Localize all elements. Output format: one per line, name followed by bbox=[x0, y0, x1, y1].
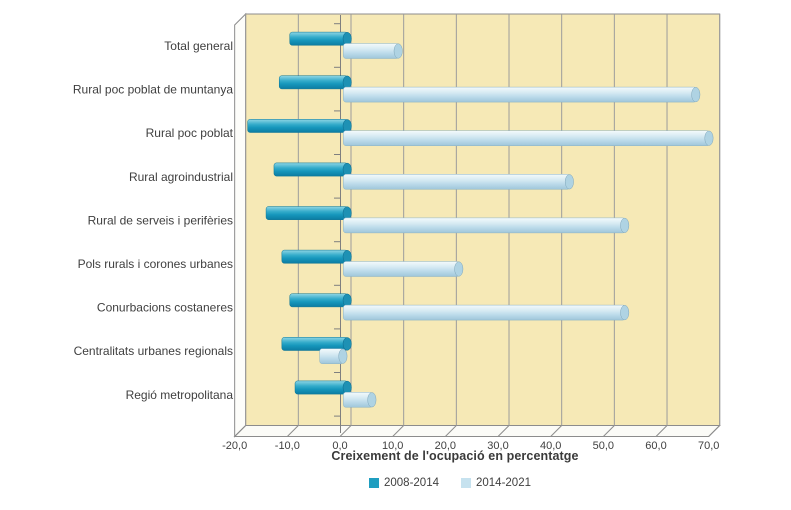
category-label: Total general bbox=[164, 39, 233, 53]
x-axis-tick bbox=[286, 425, 299, 437]
x-tick-label: 10,0 bbox=[382, 440, 403, 452]
category-label: Rural agroindustrial bbox=[129, 170, 233, 184]
bar-2008-2014-row1 bbox=[289, 31, 348, 46]
bar-end-cap bbox=[454, 261, 464, 277]
bar-2008-2014-row2 bbox=[278, 75, 348, 90]
bar-end-cap bbox=[342, 32, 352, 46]
bar-end-cap bbox=[342, 75, 352, 89]
floor bbox=[233, 425, 721, 437]
bar-end-cap bbox=[342, 293, 352, 307]
category-label: Pols rurals i corones urbanes bbox=[78, 257, 233, 271]
x-axis-tick bbox=[602, 425, 615, 437]
x-tick-label: -20,0 bbox=[222, 440, 247, 452]
legend-label-series1: 2008-2014 bbox=[384, 477, 439, 489]
bar-end-cap bbox=[367, 392, 377, 408]
bar-end-cap bbox=[342, 250, 352, 264]
x-axis-tick bbox=[444, 425, 457, 437]
legend-swatch-series2 bbox=[461, 478, 471, 488]
legend-item: 2014-2021 bbox=[461, 477, 531, 489]
bar-2014-2021-row1 bbox=[343, 43, 399, 59]
category-label: Conurbacions costaneres bbox=[97, 301, 233, 315]
x-tick-label: 50,0 bbox=[593, 440, 614, 452]
category-label: Rural poc poblat de muntanya bbox=[73, 83, 233, 97]
legend-label-series2: 2014-2021 bbox=[476, 477, 531, 489]
bar-2008-2014-row3 bbox=[247, 119, 348, 133]
chart-canvas: -20,0 -10,0 0,0 10,0 20,0 30,0 40,0 50,0 60,0 70,… bbox=[73, 12, 721, 452]
x-axis-tick bbox=[708, 425, 721, 437]
category-label: Rural de serveis i perifèries bbox=[88, 213, 233, 227]
x-axis-tick bbox=[234, 425, 247, 437]
category-label: Centralitats urbanes regionals bbox=[74, 344, 233, 358]
bar-end-cap bbox=[338, 348, 348, 364]
bar-2008-2014-row7 bbox=[289, 293, 348, 308]
category-label: Regió metropolitana bbox=[126, 388, 234, 402]
bar-end-cap bbox=[342, 162, 352, 177]
x-tick-label: 30,0 bbox=[487, 440, 508, 452]
x-tick-label: 20,0 bbox=[435, 440, 456, 452]
x-axis-tick bbox=[339, 425, 352, 437]
bar-2014-2021-row6 bbox=[343, 261, 460, 277]
bar-2014-2021-row2 bbox=[343, 86, 697, 103]
x-axis-tick bbox=[497, 425, 510, 437]
category-label: Rural poc poblat bbox=[146, 126, 234, 140]
bar-end-cap bbox=[564, 174, 574, 190]
bar-2014-2021-row7 bbox=[343, 304, 626, 321]
bar-end-cap bbox=[620, 217, 630, 233]
x-axis-tick bbox=[655, 425, 668, 437]
bar-end-cap bbox=[342, 206, 352, 220]
legend-item: 2008-2014 bbox=[369, 477, 439, 489]
x-tick-label: 40,0 bbox=[540, 440, 561, 452]
bar-end-cap bbox=[704, 130, 714, 146]
x-tick-label: 70,0 bbox=[698, 440, 719, 452]
x-axis-tick bbox=[392, 425, 405, 437]
bar-2014-2021-row5 bbox=[343, 217, 626, 234]
x-axis-title: Creixement de l'ocupació en percentatge bbox=[331, 449, 579, 463]
bar-2008-2014-row4 bbox=[273, 162, 348, 177]
bar-end-cap bbox=[620, 305, 630, 321]
bar-end-cap bbox=[691, 87, 701, 103]
x-tick-label: -10,0 bbox=[275, 440, 300, 452]
x-tick-label: 60,0 bbox=[645, 440, 666, 452]
bar-2008-2014-row5 bbox=[265, 206, 348, 220]
bar-end-cap bbox=[342, 337, 352, 351]
legend: 2008-2014 2014-2021 bbox=[120, 477, 780, 489]
x-axis-tick bbox=[550, 425, 563, 437]
bar-2008-2014-row9 bbox=[294, 380, 348, 395]
legend-swatch-series1 bbox=[369, 478, 379, 488]
bar-end-cap bbox=[342, 119, 352, 133]
bar-end-cap bbox=[342, 380, 352, 395]
bar-2014-2021-row4 bbox=[343, 174, 571, 190]
bar-2014-2021-row3 bbox=[343, 130, 710, 146]
bar-end-cap bbox=[393, 43, 403, 59]
bar-2008-2014-row6 bbox=[281, 249, 348, 264]
x-tick-label: 0,0 bbox=[332, 440, 347, 452]
wall-side bbox=[234, 12, 247, 438]
